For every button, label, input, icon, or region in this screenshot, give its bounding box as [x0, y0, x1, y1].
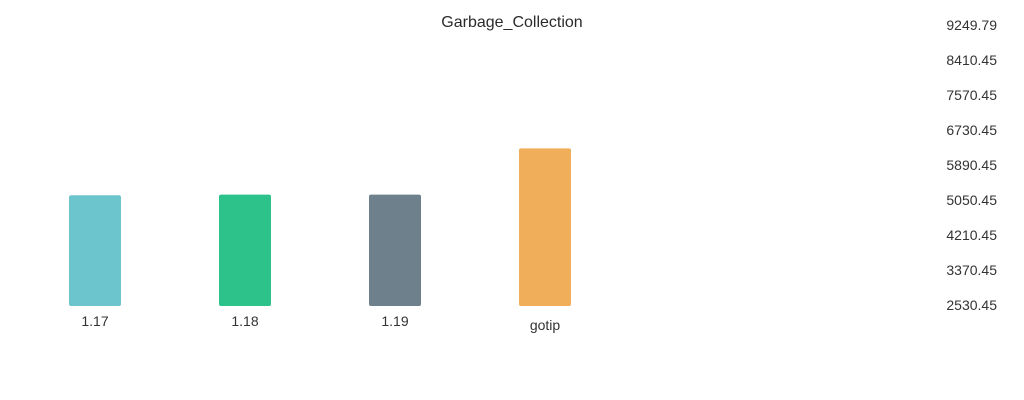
bar-1.18 — [219, 194, 271, 306]
x-tick-label-1.19: 1.19 — [381, 313, 408, 329]
x-tick-label-1.17: 1.17 — [81, 313, 108, 329]
bar-gotip — [519, 148, 571, 306]
y-tick-label: 7570.45 — [946, 87, 997, 103]
bars-group — [69, 148, 571, 306]
y-axis-tick-labels: 9249.79 8410.45 7570.45 6730.45 5890.45 5050.… — [946, 17, 997, 313]
x-tick-label-1.18: 1.18 — [231, 313, 258, 329]
y-tick-label: 5890.45 — [946, 157, 997, 173]
y-tick-label: 6730.45 — [946, 122, 997, 138]
y-tick-label: 8410.45 — [946, 52, 997, 68]
category-labels-group: 1.17 1.18 1.19 gotip — [81, 313, 560, 333]
y-tick-label: 3370.45 — [946, 262, 997, 278]
y-tick-label: 9249.79 — [946, 17, 997, 33]
chart-title: Garbage_Collection — [441, 14, 582, 31]
y-tick-label: 2530.45 — [946, 297, 997, 313]
bar-1.17 — [69, 195, 121, 306]
x-tick-label-gotip: gotip — [530, 317, 561, 333]
bar-1.19 — [369, 194, 421, 306]
y-tick-label: 5050.45 — [946, 192, 997, 208]
y-tick-label: 4210.45 — [946, 227, 997, 243]
